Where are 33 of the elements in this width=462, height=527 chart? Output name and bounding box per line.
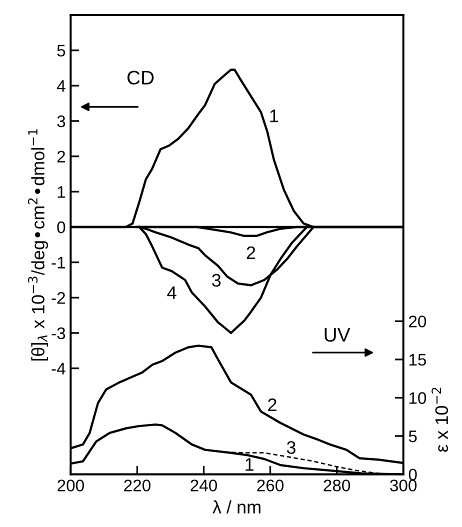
series-label: 2	[246, 246, 256, 259]
series-label: 3	[286, 441, 296, 454]
annotation: CD	[127, 70, 154, 85]
x-tick-label: 280	[324, 480, 350, 492]
x-tick-label: 300	[390, 480, 417, 492]
x-tick-label: 220	[124, 480, 150, 492]
y-tick-label: -4	[52, 362, 66, 374]
y-tick-label: -1	[52, 256, 66, 268]
y2-tick-label: 20	[409, 316, 426, 328]
y-tick-label: 1	[58, 186, 66, 198]
annotation: UV	[324, 328, 350, 342]
x-tick-label: 240	[190, 480, 217, 492]
y-axis-title: [θ]$_{λ}$ x 10$^{−3}$/deg•cm$^{2}$•dmol$^{−1}$	[28, 129, 48, 361]
y2-tick-label: 15	[409, 354, 426, 366]
series-label: 3	[212, 274, 221, 287]
y-tick-label: 2	[57, 150, 65, 162]
y2-tick-label: 0	[408, 468, 417, 481]
series-label: 1	[270, 110, 278, 122]
x-axis-title: λ / nm	[212, 500, 260, 514]
y-tick-label: 3	[57, 115, 66, 128]
y2-tick-label: 5	[408, 430, 417, 442]
y2-axis-title: ε x 10$^{−2}$	[432, 388, 448, 452]
series-label: 2	[268, 398, 276, 411]
y2-tick-label: 10	[409, 392, 426, 404]
y-tick-label: -3	[52, 327, 66, 340]
x-tick-label: 260	[257, 480, 284, 492]
x-tick-label: 200	[58, 480, 84, 492]
y-tick-label: 4	[56, 80, 66, 92]
y-tick-label: -2	[52, 292, 65, 304]
series-label: 1	[246, 458, 254, 471]
y-tick-label: 5	[57, 44, 66, 57]
series-label: 4	[167, 286, 176, 299]
y-tick-label: 0	[57, 221, 66, 234]
